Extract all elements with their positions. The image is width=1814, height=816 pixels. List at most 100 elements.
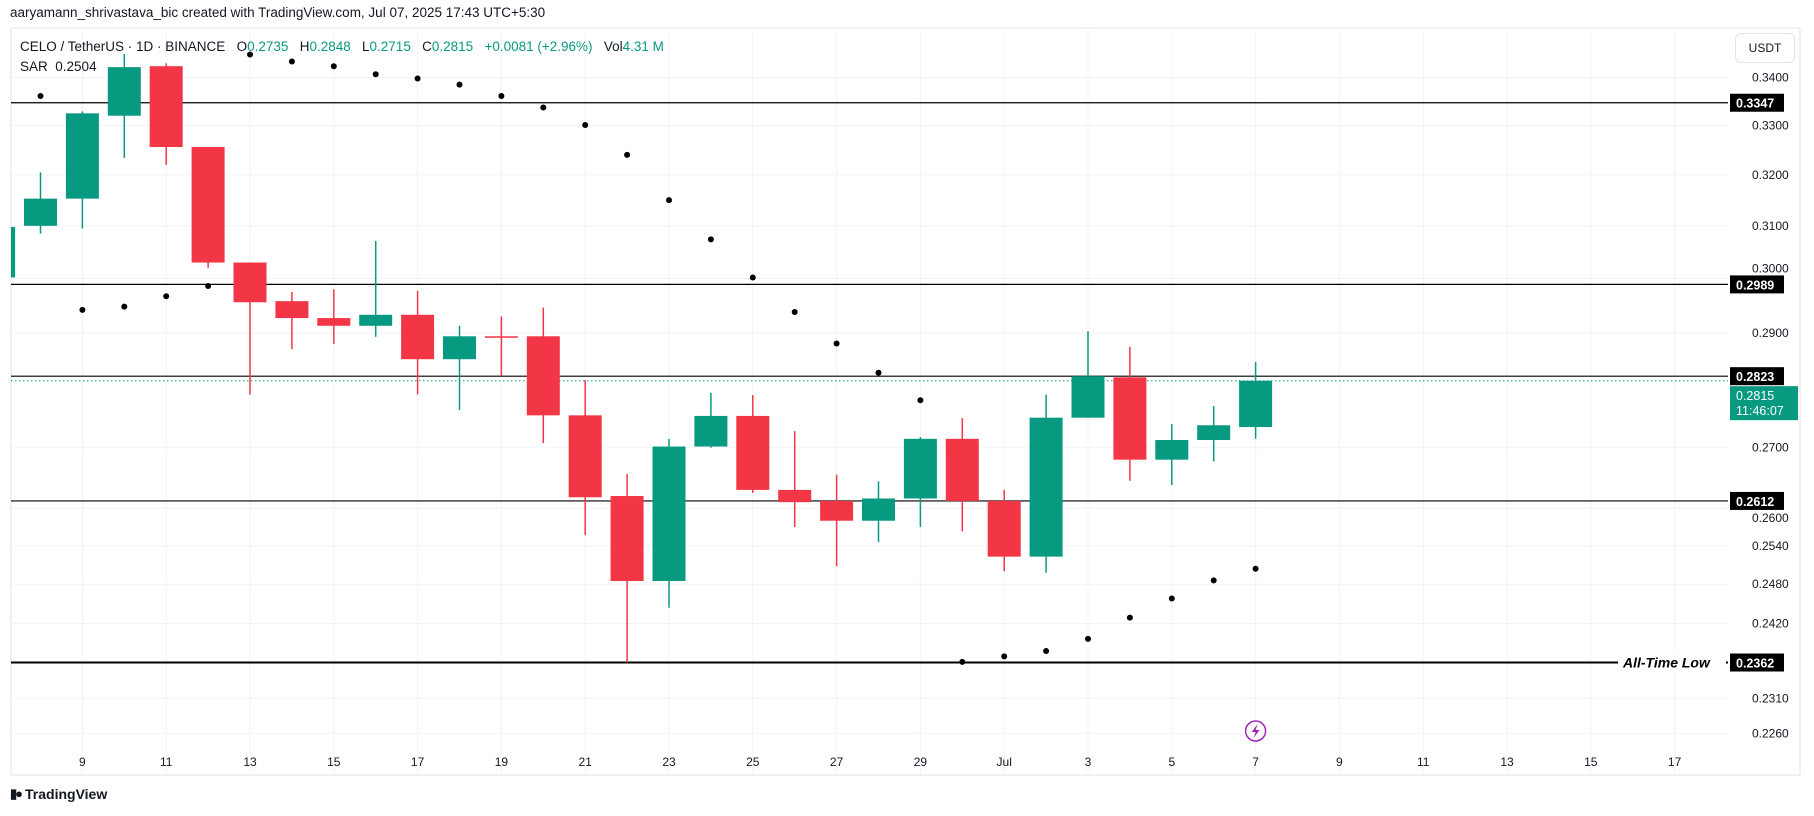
y-tick-label: 0.3400 bbox=[1752, 71, 1789, 85]
high-value: 0.2848 bbox=[309, 39, 351, 54]
candle-body[interactable] bbox=[149, 66, 183, 148]
sar-dot bbox=[163, 293, 170, 300]
change-value: +0.0081 (+2.96%) bbox=[484, 39, 593, 54]
sar-dot bbox=[79, 306, 86, 313]
x-tick-label: 15 bbox=[327, 755, 341, 769]
tradingview-logo[interactable]: ▮● TradingView bbox=[10, 786, 107, 802]
x-tick-label: 3 bbox=[1085, 755, 1092, 769]
candle-body[interactable] bbox=[1113, 377, 1147, 460]
y-tick-label: 0.2480 bbox=[1752, 577, 1789, 591]
candle-body[interactable] bbox=[1197, 425, 1231, 441]
sar-dot bbox=[624, 151, 631, 158]
sar-value: 0.2504 bbox=[55, 59, 97, 74]
y-tick-label: 0.2540 bbox=[1752, 539, 1789, 553]
y-tick-label: 0.2420 bbox=[1752, 617, 1789, 631]
sar-dot bbox=[875, 369, 882, 376]
y-tick-label: 0.3300 bbox=[1752, 118, 1789, 132]
candle-body[interactable] bbox=[275, 301, 309, 319]
sar-dot bbox=[1085, 635, 1091, 642]
chart-credit: aaryamann_shrivastava_bic created with T… bbox=[10, 5, 546, 20]
candle-body[interactable] bbox=[107, 67, 141, 116]
chart-frame bbox=[10, 27, 1801, 776]
candle-body[interactable] bbox=[317, 318, 351, 326]
sar-dot bbox=[1001, 653, 1008, 660]
annotation-bg bbox=[1618, 652, 1726, 673]
price-level-label-bg bbox=[1730, 653, 1784, 672]
price-level-label: 0.2823 bbox=[1736, 370, 1774, 384]
last-price-label: 0.2815 bbox=[1736, 389, 1774, 403]
close-label: C bbox=[422, 39, 432, 54]
candle-body[interactable] bbox=[65, 113, 99, 199]
candle-body[interactable] bbox=[484, 336, 518, 338]
sar-dot bbox=[37, 93, 44, 100]
sar-dot bbox=[247, 51, 253, 58]
y-tick-label: 0.2260 bbox=[1752, 726, 1789, 740]
candle-body[interactable] bbox=[778, 489, 812, 503]
symbol-title[interactable]: CELO / TetherUS · 1D · BINANCE bbox=[20, 39, 226, 54]
x-tick-label: 21 bbox=[579, 755, 593, 769]
y-tick-label: 0.2310 bbox=[1752, 691, 1789, 705]
candle-body[interactable] bbox=[526, 336, 560, 416]
x-tick-label: 23 bbox=[662, 755, 676, 769]
x-tick-label: 17 bbox=[1668, 755, 1682, 769]
candle-body[interactable] bbox=[1071, 376, 1105, 418]
candle-body[interactable] bbox=[652, 446, 686, 581]
candle-body[interactable] bbox=[24, 198, 57, 226]
time-axis[interactable]: 9 11 13 15 17 19 21 23 25 27 29 Jul 3 5 7 9 11 13 15 17 bbox=[79, 755, 1682, 769]
candle-body[interactable] bbox=[0, 226, 16, 278]
sar-dot bbox=[917, 397, 924, 404]
sar-dot bbox=[582, 121, 589, 128]
y-tick-label: 0.2700 bbox=[1752, 441, 1789, 455]
close-value: 0.2815 bbox=[431, 39, 474, 54]
candle-body[interactable] bbox=[987, 500, 1021, 557]
sar-dot bbox=[666, 197, 672, 204]
y-tick-label: 0.3000 bbox=[1752, 261, 1789, 275]
sar-dot bbox=[205, 283, 212, 290]
candle-body[interactable] bbox=[191, 147, 225, 263]
sar-dot bbox=[749, 274, 756, 281]
x-tick-label: 7 bbox=[1252, 755, 1259, 769]
sar-label[interactable]: SAR bbox=[20, 59, 48, 74]
candle-body[interactable] bbox=[945, 438, 979, 501]
x-tick-label: 13 bbox=[243, 755, 257, 769]
candle-body[interactable] bbox=[820, 500, 854, 521]
candle-body[interactable] bbox=[568, 415, 602, 498]
candle-body[interactable] bbox=[862, 498, 895, 521]
x-tick-label: 9 bbox=[79, 755, 86, 769]
candle-body[interactable] bbox=[401, 314, 435, 360]
last-price-label-bg bbox=[1730, 386, 1798, 421]
candle-body[interactable] bbox=[359, 314, 393, 326]
currency-unit-button[interactable]: USDT bbox=[1735, 33, 1795, 63]
candle-body[interactable] bbox=[1029, 417, 1063, 557]
candle-body[interactable] bbox=[694, 415, 728, 447]
x-tick-label: 19 bbox=[495, 755, 509, 769]
y-tick-label: 0.3200 bbox=[1752, 168, 1789, 182]
price-level-label: 0.3347 bbox=[1736, 97, 1774, 111]
y-tick-label: 0.2600 bbox=[1752, 511, 1789, 525]
sar-dot bbox=[959, 658, 966, 665]
price-level-label-bg bbox=[1730, 93, 1784, 112]
sar-dot bbox=[540, 104, 547, 111]
candle-body[interactable] bbox=[903, 438, 937, 499]
price-axis[interactable]: 0.3400 0.3300 0.3200 0.3100 0.3000 0.2900 0.27… bbox=[1752, 71, 1789, 741]
open-value: 0.2735 bbox=[247, 39, 289, 54]
sar-dot bbox=[330, 63, 337, 70]
price-level-label: 0.2362 bbox=[1736, 657, 1774, 671]
x-tick-label: 11 bbox=[1417, 755, 1430, 769]
candle-body[interactable] bbox=[736, 415, 770, 490]
sar-dot bbox=[1168, 595, 1175, 602]
candle-body[interactable] bbox=[1239, 380, 1273, 428]
countdown-label: 11:46:07 bbox=[1736, 404, 1784, 418]
candle-body[interactable] bbox=[233, 262, 267, 303]
sar-dot bbox=[791, 309, 798, 316]
x-tick-label: 15 bbox=[1584, 755, 1598, 769]
candle-body[interactable] bbox=[610, 496, 644, 581]
sar-dot bbox=[414, 75, 421, 82]
candle-body[interactable] bbox=[1155, 440, 1189, 460]
candle-body[interactable] bbox=[443, 336, 476, 360]
x-tick-label: Jul bbox=[997, 755, 1012, 769]
x-tick-label: 29 bbox=[914, 755, 928, 769]
x-tick-label: 9 bbox=[1336, 755, 1343, 769]
volume-value: 4.31 M bbox=[622, 39, 664, 54]
